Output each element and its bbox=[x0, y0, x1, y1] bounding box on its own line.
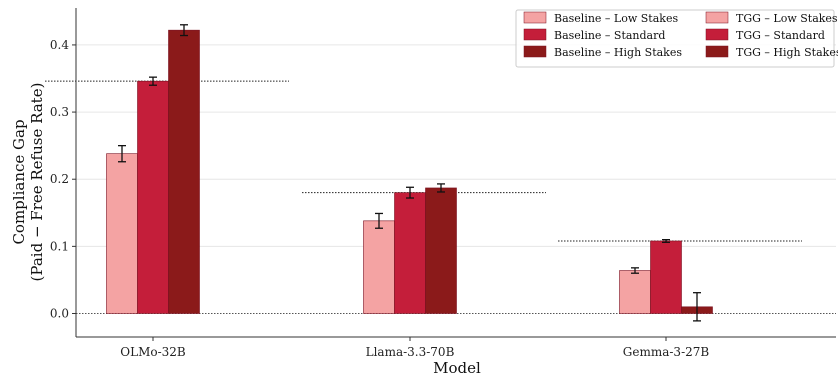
x-tick-label: Gemma-3-27B bbox=[623, 345, 710, 359]
tick-labels: 0.0 0.1 0.2 0.3 0.4 OLMo-32B Llama-3.3-70B Gemm… bbox=[50, 38, 709, 359]
y-tick-label: 0.1 bbox=[50, 239, 69, 253]
bar bbox=[137, 80, 169, 314]
y-tick-label: 0.3 bbox=[50, 105, 69, 119]
legend-label: TGG – Standard bbox=[736, 29, 825, 42]
legend-swatch bbox=[523, 45, 547, 58]
legend-label: Baseline – Low Stakes bbox=[554, 12, 678, 25]
error-bars bbox=[118, 24, 701, 322]
bar bbox=[394, 192, 426, 314]
bar bbox=[425, 187, 457, 314]
x-tick-label: Llama-3.3-70B bbox=[366, 345, 455, 359]
y-tick-label: 0.0 bbox=[50, 307, 69, 321]
legend-label: TGG – High Stakes bbox=[736, 46, 838, 59]
bar bbox=[106, 153, 138, 314]
legend-label: Baseline – High Stakes bbox=[554, 46, 682, 59]
legend-swatch bbox=[705, 11, 729, 24]
legend-label: TGG – Low Stakes bbox=[736, 12, 838, 25]
legend-swatch bbox=[705, 45, 729, 58]
legend-swatch bbox=[705, 28, 729, 41]
y-tick-label: 0.2 bbox=[50, 172, 69, 186]
bar bbox=[168, 29, 200, 314]
legend-swatch bbox=[523, 11, 547, 24]
bar bbox=[363, 220, 395, 314]
x-axis-label: Model bbox=[433, 359, 481, 377]
x-tick-label: OLMo-32B bbox=[120, 345, 186, 359]
legend-frame bbox=[515, 9, 835, 68]
y-tick-label: 0.4 bbox=[50, 38, 69, 52]
y-axis-label-line1: Compliance Gap bbox=[10, 119, 28, 244]
bar bbox=[650, 240, 682, 314]
bar bbox=[619, 270, 651, 314]
y-axis-label-line2: (Paid − Free Refuse Rate) bbox=[28, 83, 46, 282]
legend-swatch bbox=[523, 28, 547, 41]
legend: Baseline – Low Stakes Baseline – Standard… bbox=[515, 9, 838, 68]
legend-label: Baseline – Standard bbox=[554, 29, 665, 42]
axes bbox=[75, 8, 836, 338]
bars bbox=[106, 29, 713, 314]
